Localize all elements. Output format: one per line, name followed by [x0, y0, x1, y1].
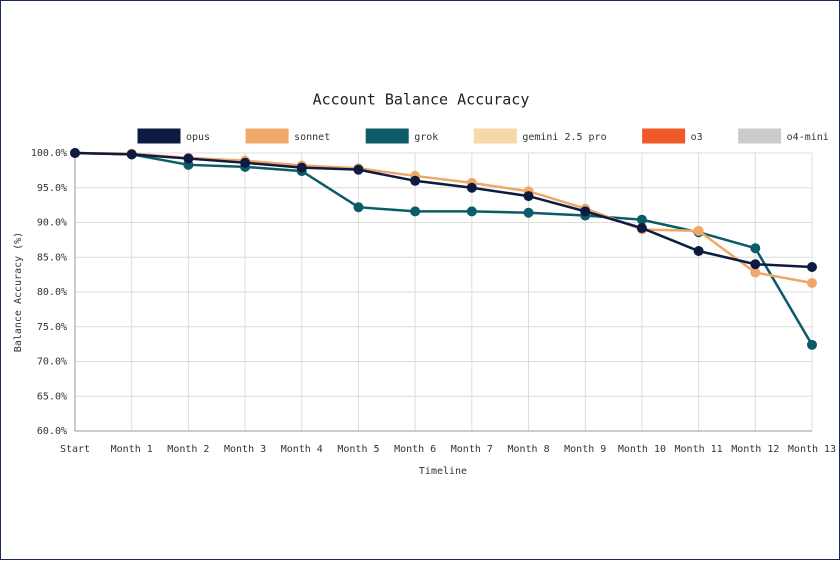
legend-swatch: [137, 128, 181, 144]
y-tick-label: 100.0%: [31, 148, 67, 159]
legend-label: opus: [186, 132, 210, 143]
data-point: [353, 164, 364, 175]
data-point: [126, 149, 137, 160]
x-tick-label: Month 8: [507, 444, 549, 455]
data-point: [70, 148, 80, 158]
data-point: [523, 207, 534, 218]
x-tick-label: Start: [60, 444, 90, 455]
data-point: [523, 191, 534, 202]
data-point: [807, 277, 817, 288]
chart-title: Account Balance Accuracy: [313, 91, 530, 109]
y-axis-label: Balance Accuracy (%): [13, 232, 24, 352]
x-tick-label: Month 4: [281, 444, 323, 455]
x-tick-label: Month 13: [788, 444, 836, 455]
legend-swatch: [473, 128, 517, 144]
x-tick-label: Month 12: [731, 444, 779, 455]
data-point: [183, 153, 194, 164]
data-point: [466, 182, 477, 193]
x-tick-label: Month 11: [675, 444, 723, 455]
y-tick-label: 90.0%: [37, 218, 67, 229]
x-tick-label: Month 2: [167, 444, 209, 455]
x-tick-label: Month 7: [451, 444, 493, 455]
series-line: [74, 151, 813, 269]
y-tick-label: 60.0%: [37, 426, 67, 437]
data-point: [636, 214, 647, 225]
x-axis-label: Timeline: [419, 466, 467, 477]
data-point: [807, 261, 817, 272]
data-point: [410, 175, 421, 186]
data-point: [353, 202, 364, 213]
legend-swatch: [738, 128, 782, 144]
data-point: [693, 225, 704, 236]
legend-label: gemini 2.5 pro: [522, 132, 606, 143]
data-point: [750, 243, 761, 254]
x-tick-label: Month 3: [224, 444, 266, 455]
legend-swatch: [365, 128, 409, 144]
y-tick-label: 95.0%: [37, 183, 67, 194]
y-tick-label: 75.0%: [37, 322, 67, 333]
x-tick-label: Month 1: [111, 444, 153, 455]
legend-label: grok: [414, 132, 438, 143]
data-point: [296, 162, 307, 173]
y-tick-label: 65.0%: [37, 391, 67, 402]
data-point: [693, 245, 704, 256]
data-point: [580, 206, 591, 217]
data-point: [807, 339, 817, 350]
x-tick-label: Month 6: [394, 444, 436, 455]
legend-label: o4-mini: [787, 132, 829, 143]
legend-swatch: [642, 128, 686, 144]
data-point: [636, 223, 647, 234]
y-tick-label: 85.0%: [37, 252, 67, 263]
x-tick-label: Month 10: [618, 444, 666, 455]
legend-swatch: [245, 128, 289, 144]
y-tick-label: 80.0%: [37, 287, 67, 298]
y-tick-label: 70.0%: [37, 357, 67, 368]
data-point: [750, 267, 761, 278]
x-tick-label: Month 9: [564, 444, 606, 455]
legend-label: o3: [691, 132, 703, 143]
data-point: [410, 206, 421, 217]
data-point: [750, 259, 761, 270]
x-tick-label: Month 5: [337, 444, 379, 455]
data-point: [466, 206, 477, 217]
data-point: [240, 157, 251, 168]
legend-label: sonnet: [294, 132, 330, 143]
